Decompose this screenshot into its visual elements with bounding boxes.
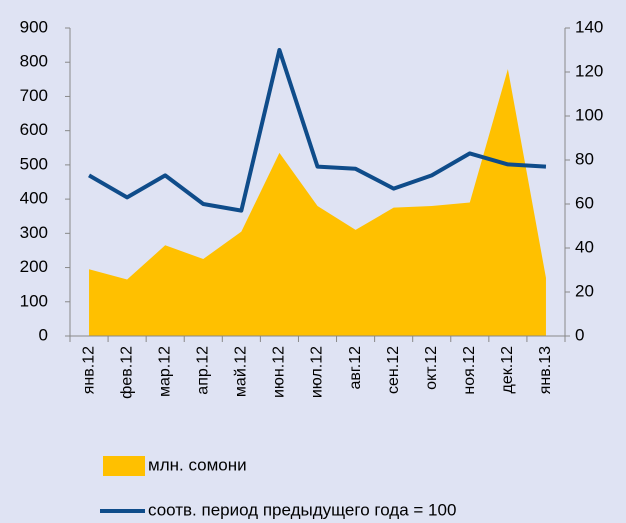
y2-tick-label: 80 xyxy=(575,149,594,168)
x-tick-label: янв.12 xyxy=(80,346,97,394)
y2-tick-label: 20 xyxy=(575,281,594,300)
y-tick-label: 400 xyxy=(20,189,48,208)
legend-swatch xyxy=(103,456,145,476)
y-tick-label: 300 xyxy=(20,223,48,242)
x-tick-label: дек.12 xyxy=(499,346,516,394)
y-tick-label: 600 xyxy=(20,120,48,139)
x-tick-label: июн.12 xyxy=(271,346,288,398)
x-tick-label: ноя.12 xyxy=(461,346,478,395)
y2-tick-label: 140 xyxy=(575,17,603,36)
y-tick-label: 900 xyxy=(20,17,48,36)
x-tick-label: мар.12 xyxy=(156,346,173,397)
x-tick-label: сен.12 xyxy=(385,346,402,394)
y-tick-label: 700 xyxy=(20,86,48,105)
area xyxy=(89,69,546,337)
y2-tick-label: 120 xyxy=(575,61,603,80)
x-tick-label: окт.12 xyxy=(423,346,440,390)
y2-tick-label: 60 xyxy=(575,193,594,212)
line xyxy=(88,48,547,213)
x-tick-label: июл.12 xyxy=(309,346,326,398)
y2-tick-label: 40 xyxy=(575,237,594,256)
y-tick-label: 100 xyxy=(20,291,48,310)
y-tick-label: 0 xyxy=(39,325,48,344)
x-tick-label: янв.13 xyxy=(537,346,554,394)
y2-tick-label: 0 xyxy=(575,325,584,344)
y-tick-label: 800 xyxy=(20,52,48,71)
legend-label: соотв. период предыдущего года = 100 xyxy=(148,500,456,519)
legend-label: млн. сомони xyxy=(148,455,247,474)
y2-tick-label: 100 xyxy=(575,105,603,124)
x-tick-label: авг.12 xyxy=(347,346,364,390)
y-tick-label: 200 xyxy=(20,257,48,276)
x-tick-label: фев.12 xyxy=(118,346,135,399)
x-tick-label: май.12 xyxy=(233,346,250,397)
x-tick-label: апр.12 xyxy=(194,346,211,395)
y-tick-label: 500 xyxy=(20,154,48,173)
